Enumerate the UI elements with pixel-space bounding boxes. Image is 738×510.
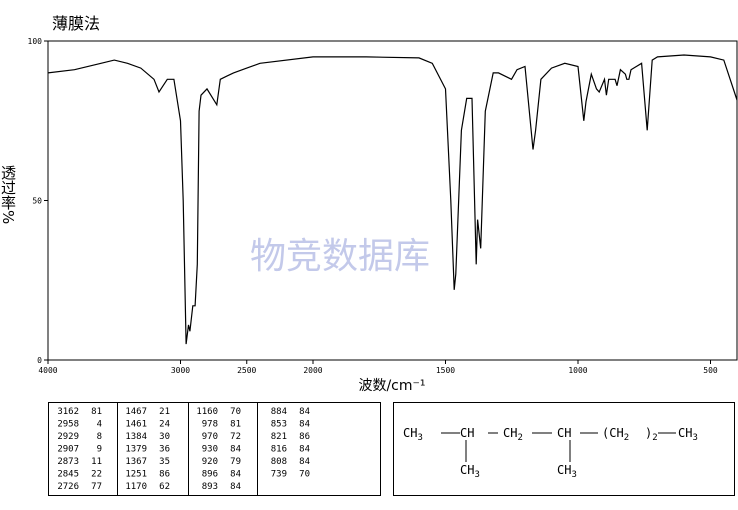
- x-tick-label: 2500: [237, 366, 256, 375]
- peak-transmittance: 24: [159, 420, 170, 430]
- peak-transmittance: 70: [230, 407, 241, 417]
- plot-frame: [47, 40, 738, 361]
- atom-label: CH: [460, 463, 474, 477]
- subscript: 2: [624, 433, 629, 443]
- peak-table-frame: [48, 402, 381, 496]
- peak-wavenumber: 978: [202, 420, 218, 430]
- structure-group: CH: [460, 426, 474, 440]
- peak-wavenumber: 1467: [125, 407, 147, 417]
- peak-transmittance: 11: [91, 457, 102, 467]
- subscript: 3: [692, 433, 697, 443]
- structure-frame: [393, 402, 735, 496]
- atom-label: CH: [557, 426, 571, 440]
- x-tick-label: 3000: [171, 366, 190, 375]
- structure-group: CH3: [678, 426, 698, 443]
- subscript: 2: [517, 433, 522, 443]
- peak-wavenumber: 1251: [125, 470, 147, 480]
- subscript: 2: [652, 433, 657, 443]
- x-axis-label: 波数/cm⁻¹: [358, 378, 425, 394]
- subscript: 3: [417, 433, 422, 443]
- peak-transmittance: 22: [91, 470, 102, 480]
- watermark: 物竞数据库: [250, 236, 430, 277]
- peak-transmittance: 9: [97, 445, 102, 455]
- atom-label: CH: [403, 426, 417, 440]
- subscript: 3: [571, 470, 576, 480]
- peak-transmittance: 84: [299, 457, 310, 467]
- peak-transmittance: 4: [97, 420, 102, 430]
- peak-transmittance: 86: [299, 432, 310, 442]
- y-tick-label: 0: [37, 356, 42, 365]
- peak-wavenumber: 2873: [57, 457, 79, 467]
- x-tick-label: 2000: [303, 366, 322, 375]
- peak-wavenumber: 2845: [57, 470, 79, 480]
- atom-label: CH: [503, 426, 517, 440]
- spectrum-line: [47, 54, 738, 345]
- peak-transmittance: 77: [91, 482, 102, 492]
- peak-transmittance: 84: [230, 482, 241, 492]
- x-tick-label: 1000: [568, 366, 587, 375]
- structure-group: (CH2: [602, 426, 629, 443]
- peak-transmittance: 72: [230, 432, 241, 442]
- chart-title: 薄膜法: [52, 14, 100, 33]
- atom-label: CH: [460, 426, 474, 440]
- peak-wavenumber: 816: [271, 445, 287, 455]
- peak-wavenumber: 1367: [125, 457, 147, 467]
- peak-wavenumber: 2929: [57, 432, 79, 442]
- structure-group: CH3: [557, 463, 577, 480]
- peak-transmittance: 81: [91, 407, 102, 417]
- peak-wavenumber: 893: [202, 482, 218, 492]
- peak-transmittance: 84: [299, 420, 310, 430]
- peak-wavenumber: 1160: [196, 407, 218, 417]
- structure-group: CH3: [460, 463, 480, 480]
- y-axis-label: 透过率%: [0, 165, 17, 224]
- x-tick-label: 4000: [38, 366, 57, 375]
- atom-label: CH: [678, 426, 692, 440]
- peak-wavenumber: 1379: [125, 445, 147, 455]
- peak-wavenumber: 1461: [125, 420, 147, 430]
- x-tick-label: 1500: [436, 366, 455, 375]
- subscript: 3: [474, 470, 479, 480]
- y-tick-label: 50: [32, 197, 42, 206]
- peak-wavenumber: 2958: [57, 420, 79, 430]
- structure-group: CH3: [403, 426, 423, 443]
- structure-group: )2: [645, 426, 658, 443]
- peak-wavenumber: 1384: [125, 432, 147, 442]
- peak-transmittance: 36: [159, 445, 170, 455]
- peak-transmittance: 62: [159, 482, 170, 492]
- peak-wavenumber: 853: [271, 420, 287, 430]
- peak-transmittance: 30: [159, 432, 170, 442]
- peak-transmittance: 35: [159, 457, 170, 467]
- peak-transmittance: 79: [230, 457, 241, 467]
- peak-wavenumber: 3162: [57, 407, 79, 417]
- peak-transmittance: 86: [159, 470, 170, 480]
- peak-wavenumber: 2907: [57, 445, 79, 455]
- peak-transmittance: 81: [230, 420, 241, 430]
- peak-transmittance: 84: [230, 470, 241, 480]
- peak-transmittance: 70: [299, 470, 310, 480]
- peak-wavenumber: 739: [271, 470, 287, 480]
- structure-group: CH2: [503, 426, 523, 443]
- peak-wavenumber: 930: [202, 445, 218, 455]
- peak-wavenumber: 1170: [125, 482, 147, 492]
- peak-wavenumber: 884: [271, 407, 287, 417]
- peak-wavenumber: 2726: [57, 482, 79, 492]
- atom-label: ): [645, 426, 652, 440]
- y-tick-label: 100: [28, 37, 43, 46]
- x-tick-label: 500: [703, 366, 718, 375]
- atom-label: CH: [557, 463, 571, 477]
- peak-wavenumber: 920: [202, 457, 218, 467]
- peak-wavenumber: 808: [271, 457, 287, 467]
- peak-transmittance: 84: [299, 407, 310, 417]
- peak-transmittance: 84: [299, 445, 310, 455]
- peak-transmittance: 21: [159, 407, 170, 417]
- atom-label: (CH: [602, 426, 624, 440]
- peak-transmittance: 8: [97, 432, 102, 442]
- structure-group: CH: [557, 426, 571, 440]
- peak-wavenumber: 970: [202, 432, 218, 442]
- peak-transmittance: 84: [230, 445, 241, 455]
- peak-wavenumber: 821: [271, 432, 287, 442]
- peak-wavenumber: 896: [202, 470, 218, 480]
